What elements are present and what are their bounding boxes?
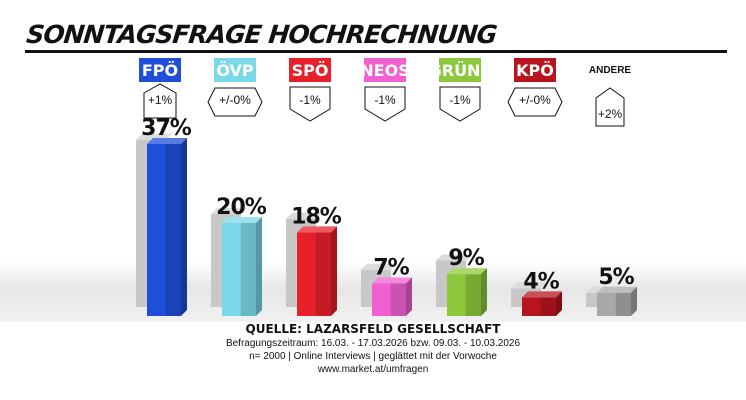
bar-top-oevp — [222, 217, 262, 224]
survey-period: Befragungszeitraum: 16.03. - 17.03.2026 … — [225, 338, 521, 349]
change-label-spoe: -1% — [299, 93, 321, 107]
source-label: QUELLE: LAZARSFELD GESELLSCHAFT — [245, 322, 501, 336]
change-badge-fpoe — [143, 83, 177, 119]
bar-top-spoe — [297, 226, 337, 233]
party-label-gruene: GRÜNE — [429, 61, 492, 80]
change-label-fpoe: +1% — [148, 93, 173, 107]
prev-bar-top-neos — [361, 263, 397, 270]
party-label-box-spoe — [289, 58, 331, 82]
prev-bar-top-oevp — [211, 208, 247, 215]
title-block: SONNTAGSFRAGE HOCHRECHNUNG — [25, 20, 727, 53]
change-badge-spoe — [289, 86, 331, 122]
value-label-andere: 5% — [598, 265, 634, 290]
bar-side-neos — [406, 277, 412, 316]
party-label-box-neos — [364, 58, 406, 82]
party-label-kpoe: KPÖ — [516, 61, 554, 80]
change-label-andere: +2% — [598, 107, 623, 121]
bar-shade-neos — [390, 283, 406, 316]
bar-shade-andere — [615, 292, 631, 316]
value-label-neos: 7% — [373, 255, 409, 280]
prev-bar-top-spoe — [286, 212, 322, 219]
party-label-fpoe: FPÖ — [142, 61, 178, 80]
prev-bar-top-gruene — [436, 254, 472, 261]
survey-method: n= 2000 | Online Interviews | geglättet … — [249, 351, 497, 362]
bar-shade-oevp — [240, 223, 256, 316]
value-label-fpoe: 37% — [141, 116, 192, 141]
bar-shade-spoe — [315, 232, 331, 316]
value-label-gruene: 9% — [448, 246, 484, 271]
value-label-spoe: 18% — [291, 204, 342, 229]
change-label-gruene: -1% — [449, 93, 471, 107]
party-label-box-kpoe — [514, 58, 556, 82]
party-label-box-oevp — [214, 58, 256, 82]
party-label-oevp: ÖVP — [216, 61, 254, 80]
party-label-neos: NEOS — [360, 61, 409, 80]
title-underline — [25, 50, 727, 53]
bar-top-gruene — [447, 268, 487, 275]
bar-top-andere — [597, 286, 637, 293]
bar-side-gruene — [481, 268, 487, 316]
party-label-spoe: SPÖ — [292, 61, 329, 80]
change-label-kpoe: +/-0% — [519, 93, 551, 107]
bar-top-neos — [372, 277, 412, 284]
change-badge-neos — [364, 86, 406, 122]
survey-url: www.market.at/umfragen — [317, 364, 429, 375]
change-badge-gruene — [439, 86, 481, 122]
change-label-oevp: +/-0% — [219, 93, 251, 107]
bar-top-kpoe — [522, 291, 562, 298]
party-label-box-gruene — [439, 58, 481, 82]
bar-side-spoe — [331, 226, 337, 316]
value-label-kpoe: 4% — [523, 269, 559, 294]
bar-top-fpoe — [147, 138, 187, 144]
prev-bar-top-kpoe — [511, 282, 547, 289]
bar-side-fpoe — [181, 138, 187, 316]
bar-side-kpoe — [556, 291, 562, 316]
bar-side-oevp — [256, 217, 262, 316]
party-label-andere: ANDERE — [589, 65, 632, 76]
change-badge-andere — [595, 87, 625, 127]
bar-side-andere — [631, 286, 637, 316]
change-badge-oevp — [207, 87, 263, 117]
change-badge-kpoe — [507, 87, 563, 117]
bar-shade-fpoe — [165, 144, 181, 316]
change-label-neos: -1% — [374, 93, 396, 107]
value-label-oevp: 20% — [216, 195, 267, 220]
footer: QUELLE: LAZARSFELD GESELLSCHAFT Befragun… — [0, 322, 746, 376]
party-label-box-fpoe — [139, 58, 181, 82]
bar-shade-gruene — [465, 274, 481, 316]
chart-svg: 37% FPÖ +1% 20% ÖVP +/-0% 18% SPÖ -1% 7% NEOS -1% 9%… — [136, 58, 637, 316]
bar-shade-kpoe — [540, 297, 556, 316]
